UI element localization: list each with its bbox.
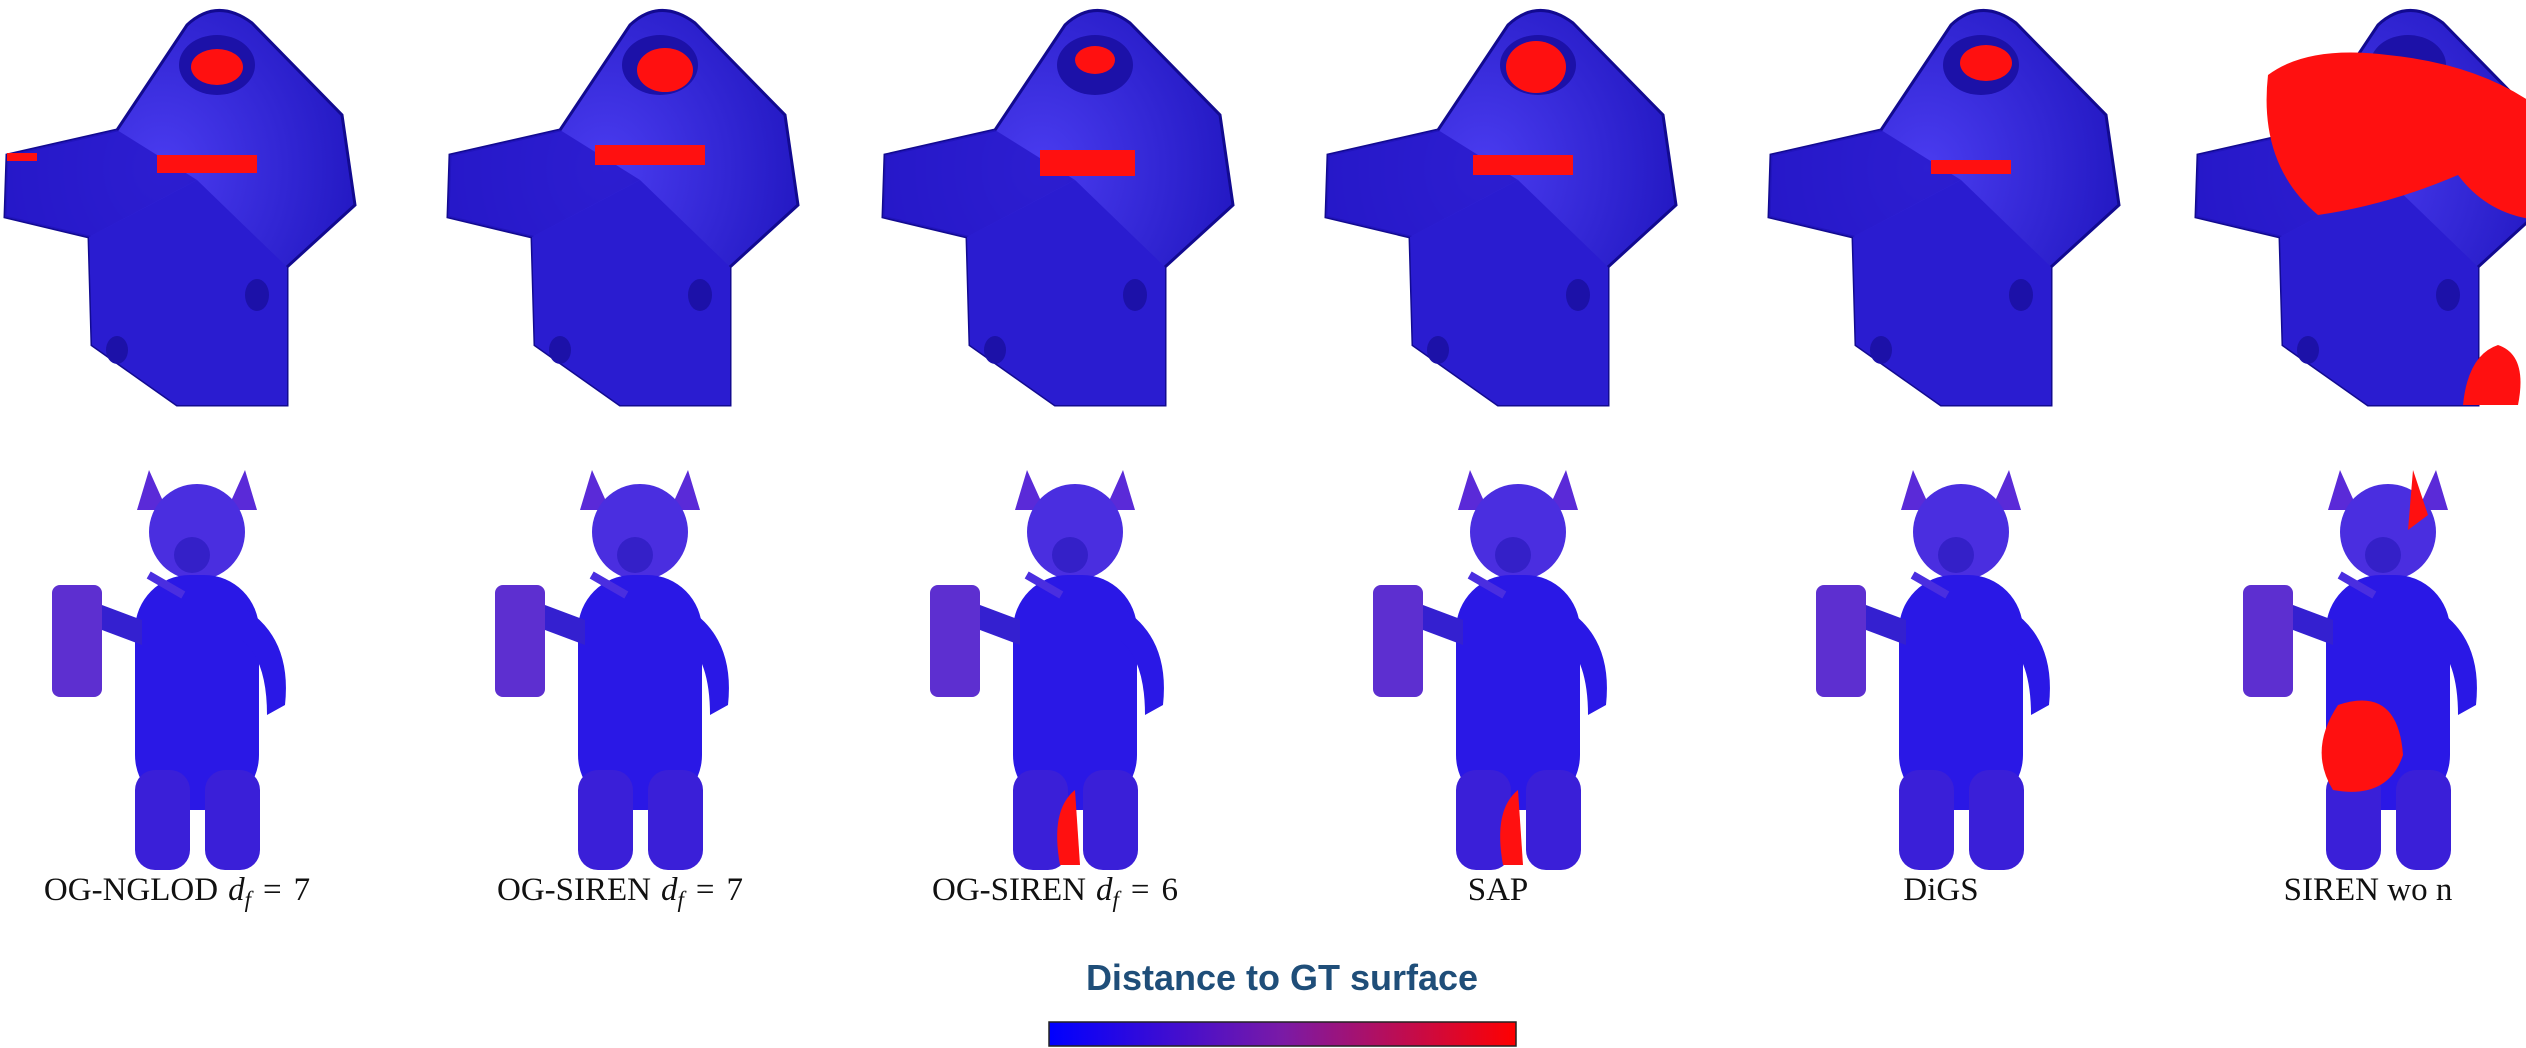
method-name: SIREN wo n bbox=[2284, 872, 2453, 908]
method-label: OG-NGLOD df = 7 bbox=[44, 872, 310, 912]
mechanical-part-render bbox=[1769, 10, 2119, 405]
method-name: DiGS bbox=[1903, 872, 1978, 908]
method-label: DiGS bbox=[1903, 872, 1978, 908]
part-shape bbox=[1326, 10, 1676, 405]
method-name: SAP bbox=[1468, 872, 1529, 908]
method-label: OG-SIREN df = 6 bbox=[932, 872, 1178, 912]
figure-render bbox=[1373, 470, 1607, 870]
error-region bbox=[595, 145, 705, 165]
column: OG-SIREN df = 6 bbox=[883, 10, 1233, 912]
column: OG-NGLOD df = 7 bbox=[5, 10, 355, 912]
mechanical-part-render bbox=[5, 10, 355, 405]
colorbar-title: Distance to GT surface bbox=[1086, 957, 1478, 998]
error-region bbox=[1473, 155, 1573, 175]
parameter-subscript: f bbox=[1112, 887, 1122, 912]
part-shape bbox=[1769, 10, 2119, 405]
figure-shape bbox=[1373, 470, 1607, 870]
parameter-symbol: d bbox=[661, 872, 678, 908]
figure-shape bbox=[52, 470, 286, 870]
parameter-symbol: d bbox=[228, 872, 245, 908]
part-shape bbox=[883, 10, 1233, 405]
column: OG-SIREN df = 7 bbox=[448, 10, 798, 912]
mechanical-part-render bbox=[883, 10, 1233, 405]
figure-render bbox=[1816, 470, 2050, 870]
parameter-value: 7 bbox=[727, 872, 744, 908]
method-name: OG-NGLOD bbox=[44, 872, 218, 908]
figure-shape bbox=[930, 470, 1164, 870]
figure-shape bbox=[1816, 470, 2050, 870]
column: DiGS bbox=[1769, 10, 2119, 908]
error-region bbox=[637, 48, 693, 92]
mechanical-part-render bbox=[2196, 10, 2526, 405]
parameter-relation: = bbox=[696, 872, 715, 908]
error-region bbox=[1931, 160, 2011, 174]
figure-shape bbox=[495, 470, 729, 870]
column: SAP bbox=[1326, 10, 1676, 908]
figure: OG-NGLODdf=7OG-SIRENdf=7OG-SIRENdf=6SAPD… bbox=[0, 0, 2526, 1048]
column: SIREN wo n bbox=[2196, 10, 2526, 908]
error-region bbox=[1075, 46, 1115, 74]
method-name: OG-SIREN bbox=[497, 872, 651, 908]
parameter-relation: = bbox=[263, 872, 282, 908]
error-region bbox=[191, 49, 243, 85]
figure-render bbox=[930, 470, 1164, 870]
method-name: OG-SIREN bbox=[932, 872, 1086, 908]
figure-render bbox=[2243, 470, 2477, 870]
method-label: SAP bbox=[1468, 872, 1529, 908]
colorbar bbox=[1049, 1022, 1516, 1046]
parameter-value: 6 bbox=[1162, 872, 1179, 908]
method-label: SIREN wo n bbox=[2284, 872, 2453, 908]
error-region bbox=[157, 155, 257, 173]
figure-shape bbox=[2243, 470, 2477, 870]
parameter-symbol: d bbox=[1096, 872, 1113, 908]
part-shape bbox=[448, 10, 798, 405]
mechanical-part-render bbox=[448, 10, 798, 405]
mechanical-part-render bbox=[1326, 10, 1676, 405]
figure-render bbox=[52, 470, 286, 870]
error-region bbox=[1960, 45, 2012, 81]
parameter-subscript: f bbox=[677, 887, 687, 912]
error-region bbox=[1506, 41, 1566, 93]
parameter-value: 7 bbox=[294, 872, 311, 908]
page: {"columns": [ {"name": "OG-NGLOD", "para… bbox=[0, 0, 2526, 1048]
error-region bbox=[7, 153, 37, 161]
parameter-subscript: f bbox=[245, 887, 255, 912]
part-shape bbox=[5, 10, 355, 405]
parameter-relation: = bbox=[1131, 872, 1150, 908]
error-region bbox=[1040, 150, 1135, 176]
method-label: OG-SIREN df = 7 bbox=[497, 872, 743, 912]
figure-render bbox=[495, 470, 729, 870]
